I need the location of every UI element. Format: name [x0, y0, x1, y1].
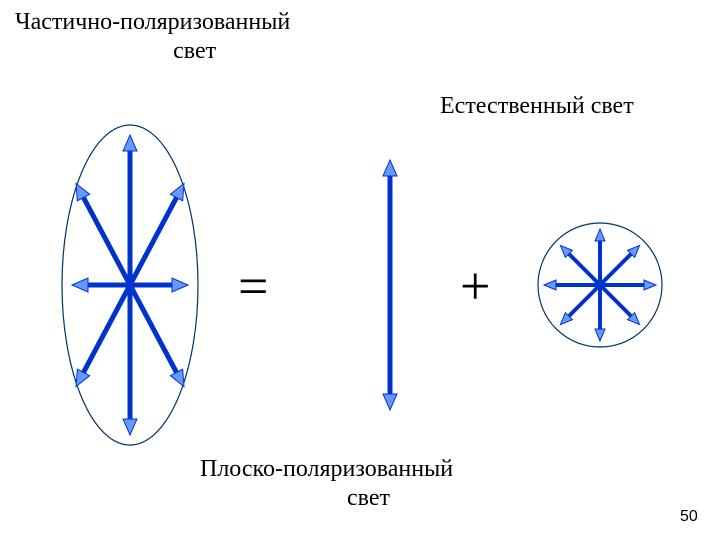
label-plane-polarized: Плоско-поляризованный свет — [200, 455, 453, 513]
plus-sign: + — [460, 255, 490, 317]
natural-light-diagram — [528, 213, 672, 357]
page-number: 50 — [680, 508, 698, 526]
partial-polarized-diagram — [50, 113, 210, 457]
equals-sign: = — [238, 255, 268, 317]
label-partial-polarized: Частично-поляризованный свет — [15, 8, 290, 66]
plane-polarized-diagram — [370, 148, 410, 422]
label-natural-light: Естественный свет — [440, 92, 634, 121]
